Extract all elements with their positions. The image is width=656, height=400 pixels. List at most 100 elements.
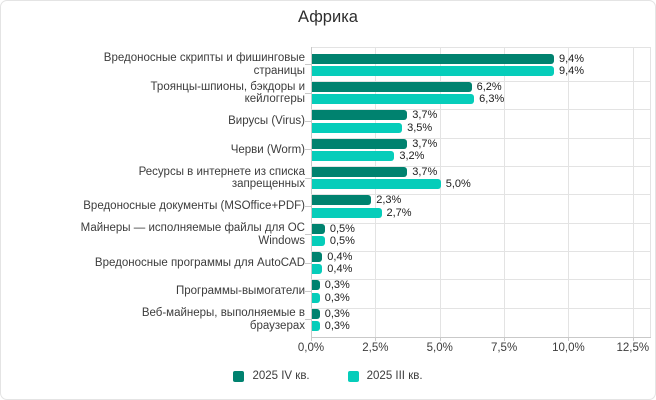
bar-value-label: 0,3% (324, 307, 350, 320)
y-axis-tick (305, 64, 311, 66)
bar-2025-iv (312, 280, 320, 291)
bar-value-label: 6,2% (476, 81, 502, 94)
category-label: Майнеры — исполняемые файлы для ОС Windo… (80, 222, 305, 247)
x-axis-tick (632, 337, 634, 341)
y-axis-tick (305, 177, 311, 179)
legend-label-2025-iv: 2025 IV кв. (252, 370, 310, 382)
bar-value-label: 3,7% (412, 166, 438, 179)
bar-2025-iv (312, 138, 408, 149)
bar-2025-iii (312, 292, 320, 303)
bar-value-label: 9,4% (558, 52, 585, 65)
x-axis-tick-label: 0,0% (297, 342, 325, 354)
x-axis-tick-label: 5,0% (426, 342, 453, 354)
y-axis-tick (305, 92, 311, 94)
y-axis-tick (305, 319, 311, 321)
gridline (375, 47, 377, 337)
row-separator (311, 251, 650, 252)
row-separator (311, 109, 650, 111)
y-axis-tick (305, 291, 311, 293)
row-separator (311, 307, 650, 309)
row-separator (311, 137, 650, 139)
bar-value-label: 3,2% (399, 149, 425, 162)
bar-2025-iii (312, 94, 475, 105)
bar-value-label: 2,7% (386, 206, 412, 219)
bar-2025-iii (312, 122, 403, 133)
bar-value-label: 6,3% (479, 93, 505, 106)
y-axis-tick (305, 121, 311, 123)
bar-value-label: 0,5% (329, 234, 355, 247)
bar-value-label: 9,4% (558, 65, 585, 77)
x-axis-line (311, 337, 651, 338)
category-label: Вредоносные программы для AutoCAD (94, 256, 305, 269)
row-separator (311, 81, 650, 83)
bar-2025-iv (312, 110, 408, 121)
category-label: Веб-майнеры, выполняемые в браузерах (141, 307, 305, 332)
bar-2025-iii (312, 320, 320, 331)
y-axis-tick (305, 262, 311, 264)
gridline (568, 47, 570, 337)
bar-value-label: 3,7% (412, 109, 438, 122)
y-axis-tick (305, 149, 311, 151)
y-axis-tick (305, 234, 311, 236)
bar-2025-iii (312, 264, 323, 275)
plot-right-border (650, 47, 651, 337)
gridline (632, 47, 634, 337)
bar-2025-iv (312, 223, 325, 234)
x-axis-tick (568, 337, 570, 341)
plot-top-border (311, 47, 650, 48)
gridline (504, 47, 506, 337)
bar-2025-iv (312, 53, 554, 64)
bar-2025-iii (312, 66, 554, 76)
bar-2025-iv (312, 82, 472, 93)
category-label: Вредоносные документы (MSOffice+PDF) (83, 200, 305, 213)
chart-title: Африка (298, 8, 358, 26)
x-axis-tick (311, 337, 312, 341)
row-separator (311, 194, 650, 196)
bar-value-label: 0,4% (327, 263, 353, 276)
bar-2025-iv (312, 252, 323, 262)
bar-value-label: 0,3% (324, 279, 350, 292)
bar-value-label: 3,5% (407, 121, 433, 134)
bar-2025-iii (312, 235, 325, 246)
bar-value-label: 3,7% (412, 137, 438, 150)
category-label: Троянцы-шпионы, бэкдоры и кейлоггеры (150, 80, 305, 106)
category-label: Вредоносные скрипты и фишинговые страниц… (103, 52, 305, 77)
bar-value-label: 0,3% (324, 319, 350, 332)
x-axis-tick (375, 337, 377, 341)
category-label: Программы-вымогатели (176, 285, 305, 298)
x-axis-tick-label: 2,5% (362, 342, 389, 354)
legend-item-2025-iv: 2025 IV кв. (233, 370, 310, 382)
y-axis-tick (305, 206, 311, 208)
legend-swatch-2025-iii (347, 370, 359, 382)
x-axis-tick-label: 10,0% (552, 342, 585, 354)
x-axis-tick-label: 12,5% (616, 342, 650, 354)
row-separator (311, 222, 650, 224)
x-axis-tick-label: 7,5% (490, 342, 518, 354)
bar-value-label: 5,0% (445, 178, 471, 191)
category-label: Ресурсы в интернете из списка запрещенны… (138, 165, 305, 191)
bar-2025-iii (312, 179, 441, 190)
bar-value-label: 0,3% (324, 291, 350, 304)
legend-label-2025-iii: 2025 III кв. (366, 370, 423, 382)
row-separator (311, 279, 650, 281)
legend-item-2025-iii: 2025 III кв. (347, 370, 423, 382)
bar-value-label: 0,4% (327, 251, 353, 263)
bar-2025-iv (312, 167, 408, 178)
bar-2025-iii (312, 207, 382, 218)
y-axis-line (311, 47, 312, 337)
gridline (439, 47, 441, 337)
bar-value-label: 2,3% (376, 194, 402, 207)
row-separator (311, 166, 650, 168)
category-label: Черви (Worm) (230, 143, 305, 156)
chart-legend: 2025 IV кв. 2025 III кв. (1, 370, 655, 382)
bar-2025-iv (312, 195, 372, 206)
bar-2025-iv (312, 308, 320, 319)
x-axis-tick (504, 337, 506, 341)
bar-value-label: 0,5% (329, 222, 355, 235)
category-label: Вирусы (Virus) (228, 115, 305, 128)
legend-swatch-2025-iv (233, 370, 245, 382)
x-axis-tick (439, 337, 441, 341)
bar-2025-iii (312, 150, 395, 161)
